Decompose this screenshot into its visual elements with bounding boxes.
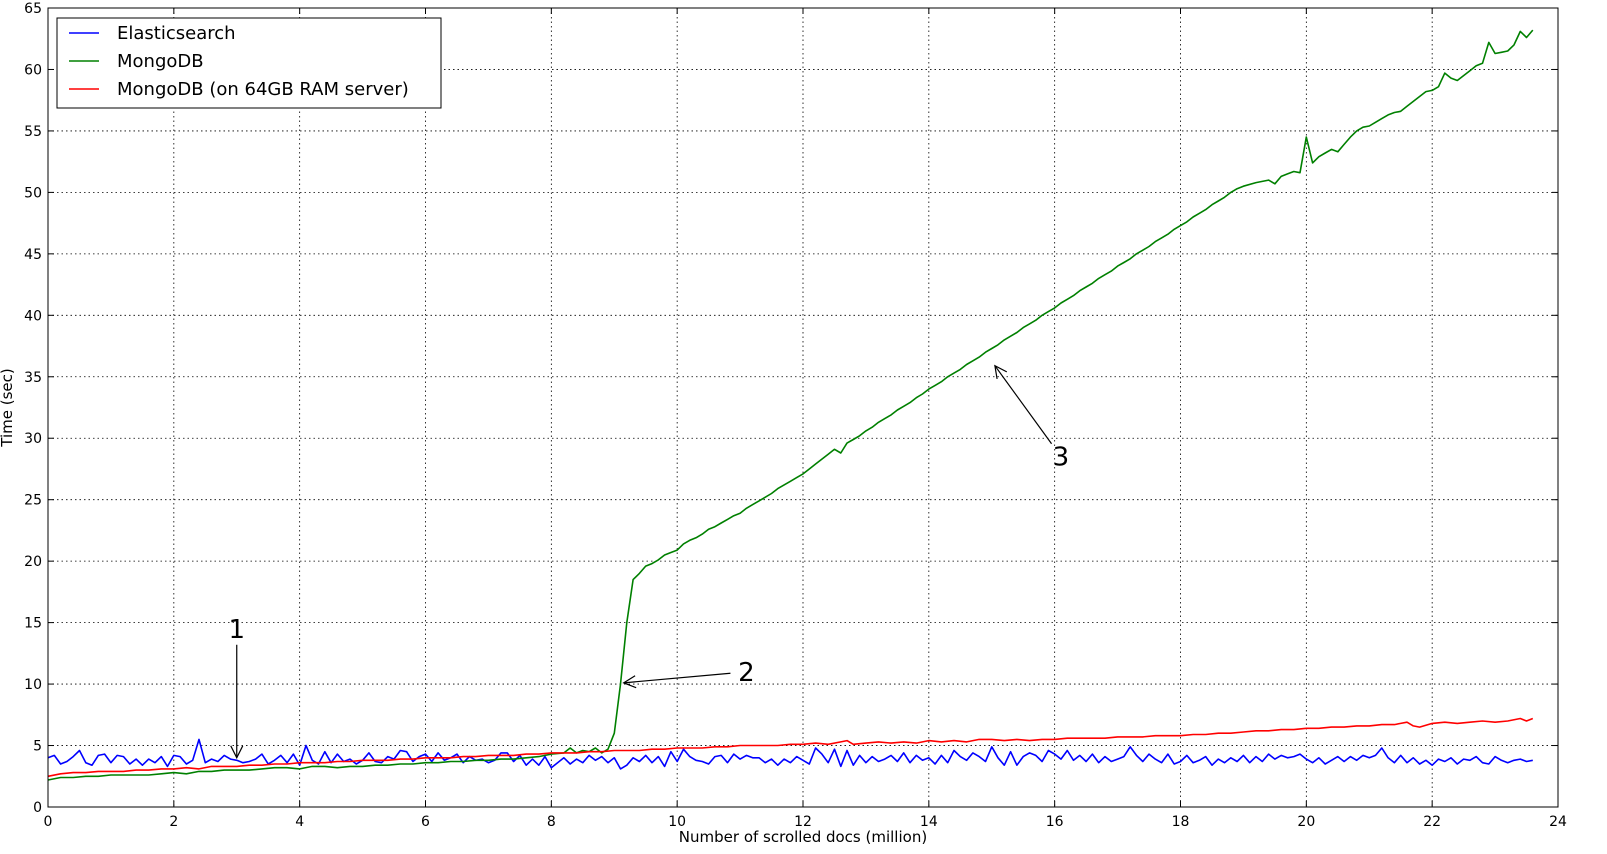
x-tick-label: 6 xyxy=(421,814,430,830)
y-tick-label: 25 xyxy=(24,493,42,509)
legend-label: MongoDB xyxy=(117,51,204,72)
y-tick-label: 20 xyxy=(24,554,42,570)
y-tick-label: 65 xyxy=(24,1,42,17)
series-line xyxy=(47,29,1534,781)
legend-label: MongoDB (on 64GB RAM server) xyxy=(117,79,409,100)
y-tick-label: 0 xyxy=(33,800,42,816)
y-tick-label: 45 xyxy=(24,247,42,263)
annotation-arrow-head xyxy=(994,364,1008,380)
x-tick-label: 10 xyxy=(668,814,686,830)
series-line xyxy=(47,738,1533,770)
annotation-label: 3 xyxy=(1053,443,1070,473)
y-tick-label: 55 xyxy=(24,124,42,140)
plot-area xyxy=(48,8,1558,807)
y-tick-label: 40 xyxy=(24,308,42,324)
legend-box xyxy=(56,17,442,109)
annotation-arrow-line xyxy=(994,365,1053,445)
x-tick-label: 18 xyxy=(1172,814,1190,830)
y-tick-label: 15 xyxy=(24,616,42,632)
x-tick-label: 4 xyxy=(295,814,304,830)
y-tick-label: 35 xyxy=(24,370,42,386)
y-tick-label: 5 xyxy=(33,739,42,755)
y-tick-label: 50 xyxy=(24,185,42,201)
x-tick-label: 12 xyxy=(794,814,812,830)
y-tick-label: 30 xyxy=(24,431,42,447)
x-tick-label: 8 xyxy=(547,814,556,830)
x-tick-label: 2 xyxy=(169,814,178,830)
y-tick-label: 10 xyxy=(24,677,42,693)
series-line xyxy=(47,717,1534,778)
x-tick-label: 20 xyxy=(1297,814,1315,830)
x-tick-label: 0 xyxy=(44,814,53,830)
y-axis-label: Time (sec) xyxy=(0,368,16,447)
y-tick-label: 60 xyxy=(24,62,42,78)
annotation-label: 1 xyxy=(228,615,245,645)
x-tick-label: 24 xyxy=(1549,814,1567,830)
annotation-arrow-head xyxy=(230,745,244,760)
x-tick-label: 22 xyxy=(1423,814,1441,830)
annotation-label: 2 xyxy=(738,658,755,688)
x-tick-label: 16 xyxy=(1046,814,1064,830)
annotation-arrow-line xyxy=(623,672,731,684)
x-axis-label: Number of scrolled docs (million) xyxy=(679,828,927,846)
annotation-arrow-head xyxy=(622,675,637,689)
legend-label: Elasticsearch xyxy=(117,23,236,44)
x-tick-label: 14 xyxy=(920,814,938,830)
legend: Elasticsearch MongoDB MongoDB (on 64GB RAM… xyxy=(56,17,442,109)
